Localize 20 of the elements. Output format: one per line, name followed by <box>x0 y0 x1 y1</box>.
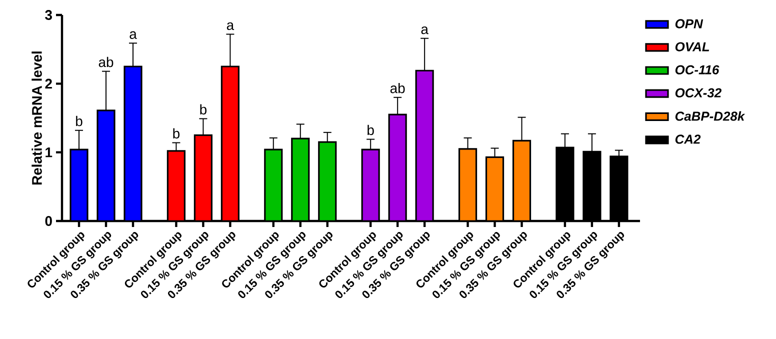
data-label: a <box>421 26 428 34</box>
y-tick-label: 1 <box>46 148 52 158</box>
legend-label: OVAL <box>675 42 710 52</box>
data-label: ab <box>98 56 114 68</box>
data-label: a <box>130 31 137 39</box>
data-label: a <box>226 22 234 30</box>
y-tick-label: 0 <box>45 216 52 226</box>
legend-label: OC-116 <box>675 65 720 74</box>
legend-label: OCX-32 <box>675 88 722 98</box>
data-label: ab <box>390 82 405 94</box>
legend-label: CaBP-D28k <box>675 111 746 121</box>
data-label: b <box>173 128 180 139</box>
data-label: b <box>368 124 374 136</box>
y-axis-title: Relative mRNA level <box>32 52 42 185</box>
data-label: b <box>76 116 82 126</box>
y-tick-label: 2 <box>45 78 52 89</box>
legend-label: OPN <box>675 19 704 28</box>
legend-label: CA2 <box>675 134 701 144</box>
y-tick-label: 3 <box>45 10 52 20</box>
data-label: b <box>200 104 206 114</box>
